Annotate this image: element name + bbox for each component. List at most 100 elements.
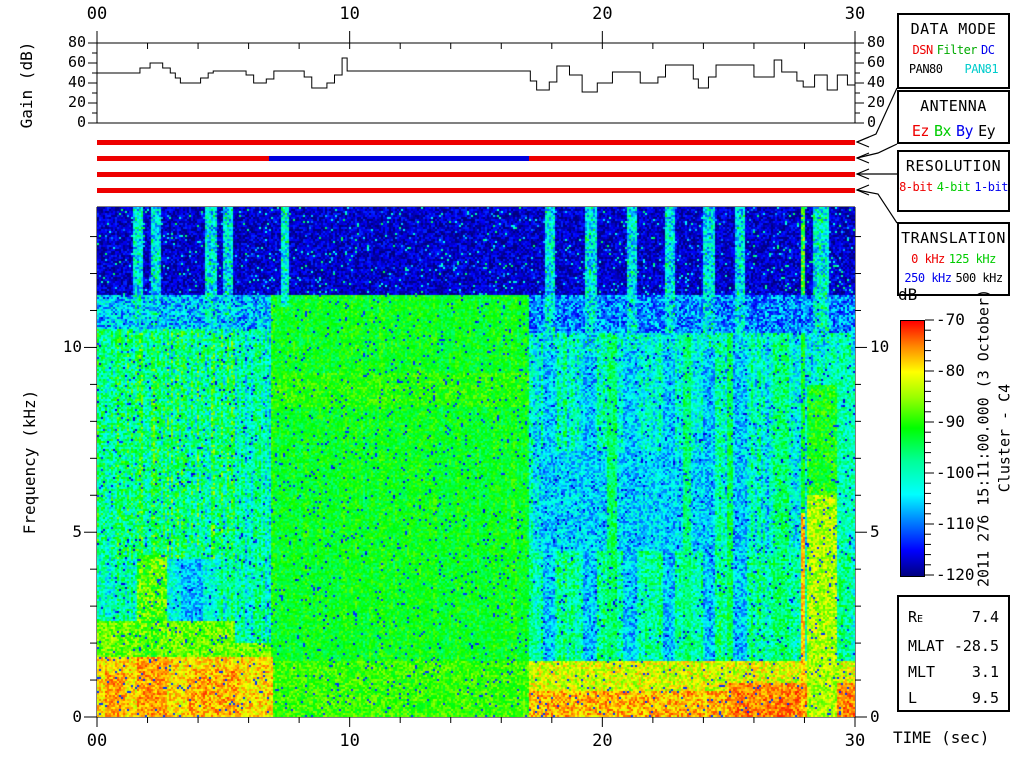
ephemeris-row: MLT 3.1 bbox=[908, 659, 999, 685]
translation-bar-segment bbox=[97, 188, 855, 193]
ephemeris-label: MLT bbox=[908, 663, 936, 681]
gain-x-tick-label: 10 bbox=[339, 4, 360, 24]
gain-axis-label: Gain (dB) bbox=[17, 41, 36, 129]
gain-y-tick-label: 20 bbox=[67, 93, 86, 111]
time-tick-label: 00 bbox=[86, 731, 108, 751]
panel-data-mode-item: DSN bbox=[912, 43, 934, 57]
gain-x-tick-label: 20 bbox=[592, 4, 613, 24]
panel-data-mode-row: DSN Filter DC bbox=[899, 43, 1008, 57]
gain-y-tick-label: 60 bbox=[867, 53, 886, 71]
panel-data-mode-item: DC bbox=[981, 43, 995, 57]
panel-resolution: RESOLUTION 8-bit 4-bit 1-bit bbox=[897, 150, 1010, 212]
data-mode-bar-segment bbox=[97, 140, 855, 145]
ephemeris-row: RE 7.4 bbox=[908, 604, 999, 633]
spectrogram-canvas bbox=[97, 207, 855, 717]
frequency-axis-label: Frequency (kHz) bbox=[20, 389, 39, 535]
panel-antenna-item: By bbox=[956, 122, 974, 140]
ephemeris-value: 7.4 bbox=[971, 608, 999, 626]
panel-translation-item: 0 kHz bbox=[911, 252, 945, 266]
ephemeris-label-subscript: E bbox=[917, 614, 924, 625]
gain-x-tick-label: 00 bbox=[86, 4, 108, 24]
panel-data-mode-item: PAN80 bbox=[908, 62, 943, 76]
panel-resolution-title: RESOLUTION bbox=[905, 157, 1002, 175]
panel-translation-item: 250 kHz bbox=[904, 271, 952, 285]
gain-y-tick-label: 60 bbox=[67, 53, 86, 71]
colorbar-tick-label: -80 bbox=[936, 361, 965, 380]
freq-tick-label: 5 bbox=[870, 522, 880, 542]
panel-data-mode-title: DATA MODE bbox=[910, 20, 997, 38]
data-mode-bar bbox=[97, 140, 855, 145]
time-axis-label: TIME (sec) bbox=[893, 728, 990, 747]
panel-resolution-item: 1-bit bbox=[974, 180, 1008, 194]
antenna-bar-segment bbox=[268, 156, 530, 161]
resolution-bar-segment bbox=[97, 172, 855, 177]
panel-resolution-item: 8-bit bbox=[899, 180, 933, 194]
colorbar-tick-label: -70 bbox=[936, 310, 965, 329]
panel-antenna-title: ANTENNA bbox=[920, 97, 987, 115]
timestamp-label: 2011 276 15:11:00.000 (3 October) bbox=[974, 288, 993, 588]
panel-translation-item: 125 kHz bbox=[948, 252, 997, 266]
panel-antenna-row: Ez Bx By Ey bbox=[899, 122, 1008, 140]
antenna-bar bbox=[97, 156, 855, 161]
colorbar-tick-label: -90 bbox=[936, 412, 965, 431]
arrowhead-icon bbox=[855, 168, 870, 180]
gain-step-trace bbox=[97, 57, 855, 93]
arrowhead-icon bbox=[855, 152, 870, 164]
arrowhead-icon bbox=[855, 184, 870, 196]
ephemeris-row: MLAT -28.5 bbox=[908, 633, 999, 659]
ephemeris-panel: RE 7.4 MLAT -28.5 MLT 3.1 L 9.5 bbox=[897, 595, 1010, 712]
antenna-bar-segment bbox=[97, 156, 269, 161]
panel-resolution-item: 4-bit bbox=[936, 180, 971, 194]
time-tick-label: 10 bbox=[339, 731, 360, 751]
panel-translation-item: 500 kHz bbox=[955, 271, 1004, 285]
gain-x-tick-label: 30 bbox=[844, 4, 866, 24]
panel-antenna-item: Ez bbox=[911, 122, 930, 140]
freq-tick-label: 10 bbox=[870, 337, 890, 357]
panel-translation-row: 0 kHz 125 kHz bbox=[899, 252, 1008, 266]
ephemeris-value: -28.5 bbox=[953, 637, 999, 655]
freq-tick-label: 0 bbox=[72, 707, 82, 726]
arrowhead-icon bbox=[855, 136, 870, 148]
panel-arrow-3 bbox=[856, 189, 898, 224]
freq-tick-label: 10 bbox=[62, 337, 82, 357]
colorbar bbox=[900, 320, 925, 577]
panel-antenna-item: Bx bbox=[933, 122, 952, 140]
ephemeris-row: L 9.5 bbox=[908, 685, 999, 711]
ephemeris-label: L bbox=[908, 689, 918, 707]
panel-antenna: ANTENNA Ez Bx By Ey bbox=[897, 90, 1010, 144]
time-tick-label: 20 bbox=[592, 731, 613, 751]
freq-tick-label: 0 bbox=[870, 707, 880, 726]
colorbar-tick-label: -100 bbox=[936, 463, 975, 482]
panel-data-mode-item: PAN81 bbox=[964, 62, 999, 76]
panel-translation-title: TRANSLATION bbox=[901, 229, 1006, 247]
ephemeris-value: 3.1 bbox=[971, 663, 999, 681]
ephemeris-label: MLAT bbox=[908, 637, 945, 655]
panel-data-mode: DATA MODE DSN Filter DC PAN80 PAN81 bbox=[897, 13, 1010, 89]
colorbar-tick-label: -110 bbox=[936, 514, 975, 533]
panel-resolution-row: 8-bit 4-bit 1-bit bbox=[899, 180, 1008, 194]
panel-arrow-1 bbox=[856, 143, 898, 159]
panel-translation-row: 250 kHz 500 kHz bbox=[899, 271, 1008, 285]
panel-antenna-item: Ey bbox=[978, 122, 996, 140]
gain-y-tick-label: 80 bbox=[867, 33, 886, 51]
time-tick-label: 30 bbox=[844, 731, 866, 751]
panel-translation: TRANSLATION 0 kHz 125 kHz 250 kHz 500 kHz bbox=[897, 222, 1010, 296]
ephemeris-value: 9.5 bbox=[971, 689, 999, 707]
translation-bar bbox=[97, 188, 855, 193]
panel-data-mode-row: PAN80 PAN81 bbox=[899, 62, 1008, 76]
spacecraft-label: Cluster - C4 bbox=[995, 383, 1014, 493]
gain-y-tick-label: 40 bbox=[67, 73, 86, 91]
gain-y-tick-label: 80 bbox=[67, 33, 86, 51]
gain-y-tick-label: 20 bbox=[867, 93, 886, 111]
colorbar-unit-label: dB bbox=[898, 285, 918, 304]
ephemeris-label: RE bbox=[908, 608, 924, 626]
panel-data-mode-item: Filter bbox=[936, 43, 978, 57]
resolution-bar bbox=[97, 172, 855, 177]
gain-y-tick-label: 0 bbox=[76, 113, 86, 131]
gain-y-tick-label: 0 bbox=[867, 113, 877, 131]
gain-y-tick-label: 40 bbox=[867, 73, 886, 91]
freq-tick-label: 5 bbox=[72, 522, 82, 542]
colorbar-tick-label: -120 bbox=[936, 565, 975, 584]
antenna-bar-segment bbox=[529, 156, 855, 161]
